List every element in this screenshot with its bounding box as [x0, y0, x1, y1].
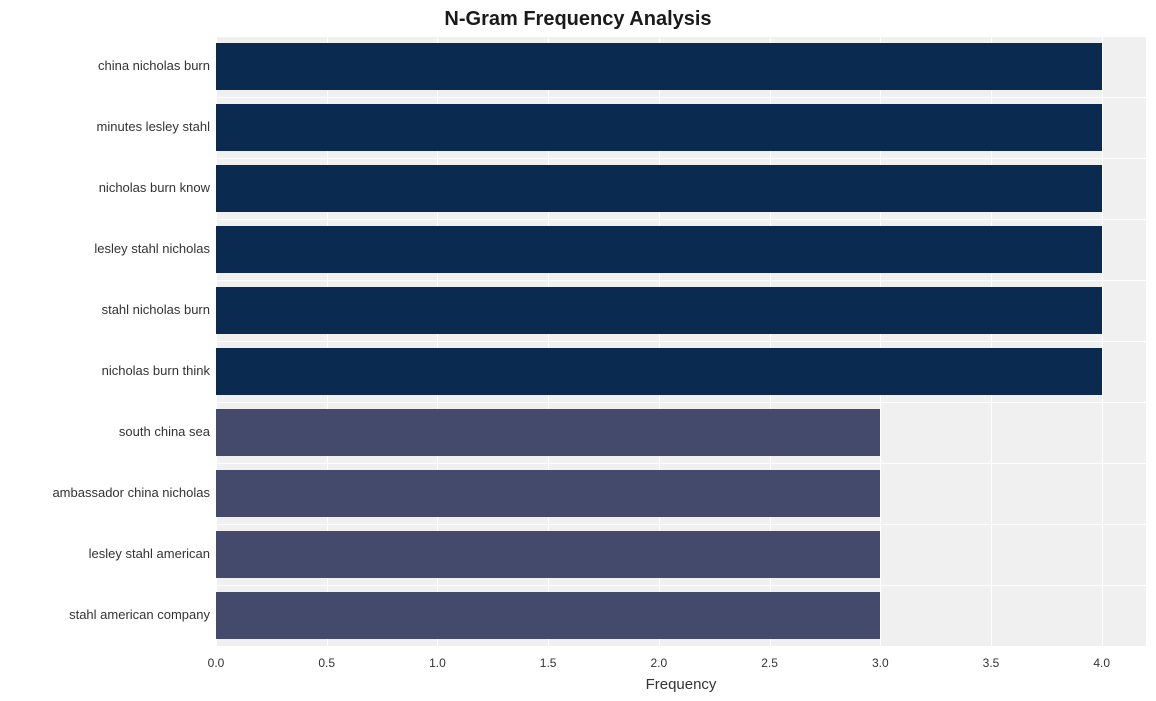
plot-area	[216, 36, 1146, 646]
row-separator	[216, 219, 1146, 220]
x-tick: 4.0	[1093, 656, 1110, 670]
x-tick: 0.5	[318, 656, 335, 670]
x-tick: 2.5	[761, 656, 778, 670]
bar-0	[216, 43, 1102, 90]
x-tick: 2.0	[651, 656, 668, 670]
y-label: china nicholas burn	[98, 58, 210, 73]
chart-title: N-Gram Frequency Analysis	[0, 8, 1156, 31]
row-separator	[216, 646, 1146, 647]
bar-3	[216, 226, 1102, 273]
y-label: stahl nicholas burn	[102, 302, 210, 317]
y-label: ambassador china nicholas	[52, 485, 210, 500]
row-separator	[216, 402, 1146, 403]
ngram-chart: N-Gram Frequency Analysis china nicholas…	[0, 0, 1156, 701]
y-label: south china sea	[119, 424, 210, 439]
x-tick: 1.5	[540, 656, 557, 670]
y-label: lesley stahl nicholas	[94, 241, 210, 256]
bar-6	[216, 409, 880, 456]
x-tick: 3.0	[872, 656, 889, 670]
row-separator	[216, 341, 1146, 342]
row-separator	[216, 280, 1146, 281]
x-axis-label: Frequency	[216, 676, 1146, 693]
row-separator	[216, 97, 1146, 98]
x-tick: 3.5	[983, 656, 1000, 670]
row-separator	[216, 524, 1146, 525]
gridline	[1102, 36, 1103, 646]
y-label: minutes lesley stahl	[97, 119, 210, 134]
x-tick: 1.0	[429, 656, 446, 670]
bar-7	[216, 470, 880, 517]
bar-5	[216, 348, 1102, 395]
row-separator	[216, 585, 1146, 586]
bar-8	[216, 531, 880, 578]
row-separator	[216, 36, 1146, 37]
x-tick: 0.0	[208, 656, 225, 670]
row-separator	[216, 158, 1146, 159]
bar-2	[216, 165, 1102, 212]
bar-1	[216, 104, 1102, 151]
bar-4	[216, 287, 1102, 334]
bar-9	[216, 592, 880, 639]
y-label: nicholas burn think	[102, 363, 210, 378]
y-label: lesley stahl american	[89, 546, 210, 561]
y-label: nicholas burn know	[99, 180, 210, 195]
y-label: stahl american company	[69, 607, 210, 622]
row-separator	[216, 463, 1146, 464]
